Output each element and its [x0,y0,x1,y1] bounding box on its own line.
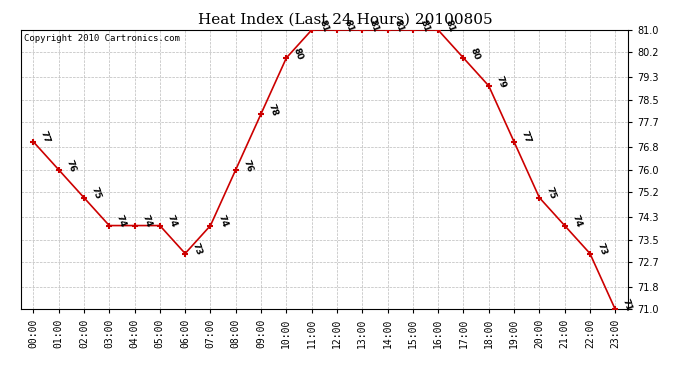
Text: 78: 78 [266,102,279,117]
Text: 81: 81 [418,19,431,33]
Text: 79: 79 [494,74,507,89]
Text: 81: 81 [393,19,406,33]
Text: 77: 77 [520,130,533,145]
Text: 75: 75 [545,186,558,201]
Text: 81: 81 [317,19,330,33]
Text: 76: 76 [64,158,77,173]
Text: 74: 74 [140,214,153,229]
Text: 74: 74 [166,214,178,229]
Text: 80: 80 [469,46,482,62]
Text: 75: 75 [90,186,102,201]
Text: 81: 81 [444,19,457,33]
Text: Copyright 2010 Cartronics.com: Copyright 2010 Cartronics.com [23,34,179,43]
Text: 74: 74 [216,214,229,229]
Text: 74: 74 [570,214,583,229]
Text: 81: 81 [342,19,355,33]
Text: 81: 81 [368,19,381,33]
Text: 80: 80 [292,46,304,62]
Text: 76: 76 [241,158,254,173]
Text: 74: 74 [115,214,128,229]
Text: 73: 73 [190,242,204,257]
Text: Heat Index (Last 24 Hours) 20100805: Heat Index (Last 24 Hours) 20100805 [198,13,492,27]
Text: 77: 77 [39,130,52,145]
Text: 71: 71 [621,298,633,313]
Text: 73: 73 [595,242,609,257]
